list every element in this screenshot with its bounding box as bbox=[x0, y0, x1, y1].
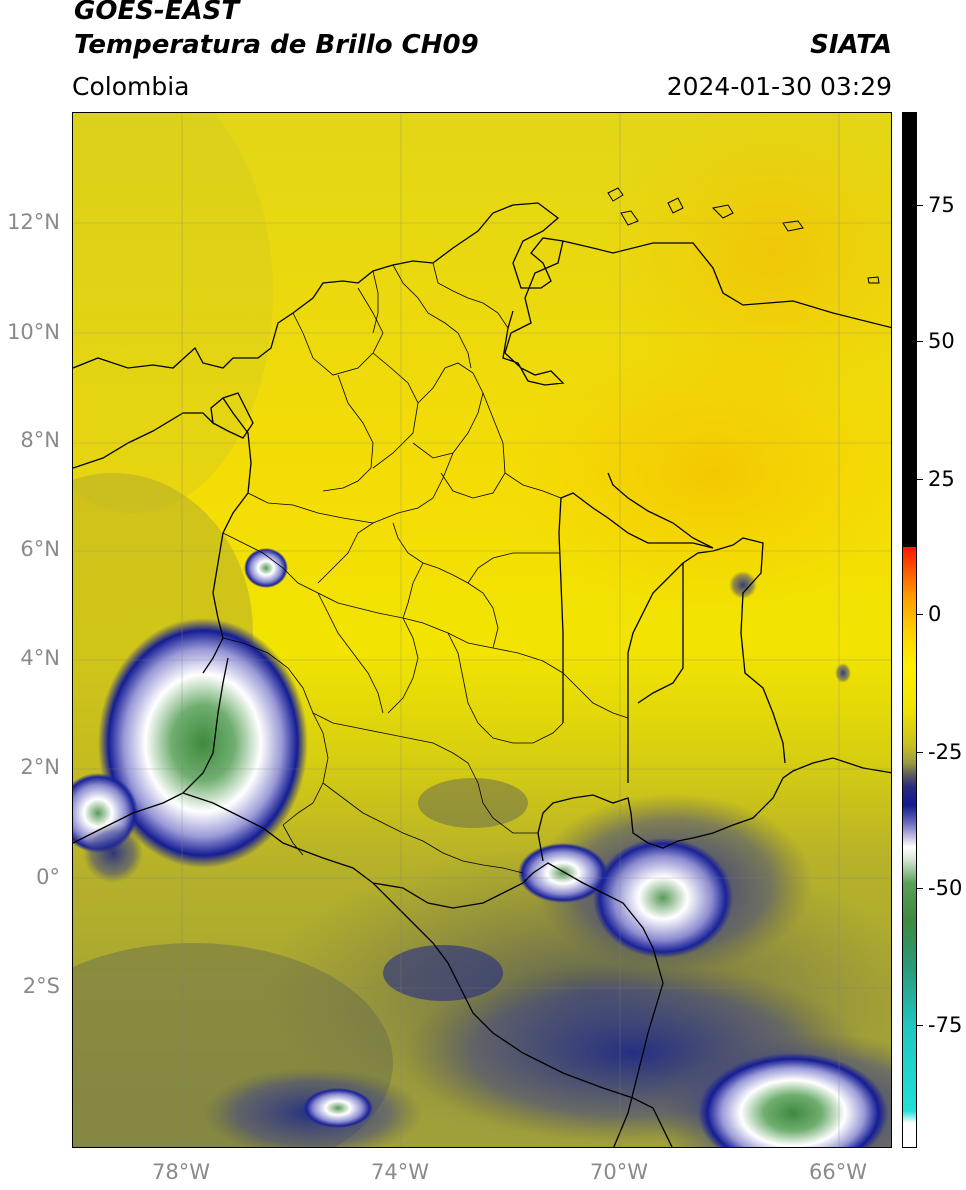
datetime-label: 2024-01-30 03:29 bbox=[666, 72, 892, 101]
lon-label-74w: 74°W bbox=[371, 1160, 429, 1184]
lon-label-78w: 78°W bbox=[152, 1160, 210, 1184]
colorbar-label-0: 0 bbox=[928, 602, 942, 626]
colorbar-label-neg50: -50 bbox=[928, 876, 963, 900]
lat-label-2s: 2°S bbox=[22, 974, 60, 998]
lat-label-6n: 6°N bbox=[20, 537, 60, 561]
colorbar-label-50: 50 bbox=[928, 329, 955, 353]
lat-label-12n: 12°N bbox=[7, 210, 60, 234]
product-title: Temperatura de Brillo CH09 bbox=[74, 30, 479, 60]
lon-label-66w: 66°W bbox=[809, 1160, 867, 1184]
brightness-temperature-field bbox=[73, 113, 891, 1147]
satellite-title: GOES-EAST bbox=[74, 0, 240, 26]
region-label: Colombia bbox=[72, 72, 190, 101]
department-borders bbox=[222, 262, 629, 874]
colorbar-tick-75 bbox=[917, 205, 923, 206]
colorbar-label-neg75: -75 bbox=[928, 1013, 963, 1037]
colorbar-black-band bbox=[903, 113, 916, 548]
agency-label: SIATA bbox=[810, 30, 892, 60]
colorbar-tick-50 bbox=[917, 341, 923, 342]
colorbar-tick-0 bbox=[917, 614, 923, 615]
lat-label-4n: 4°N bbox=[20, 646, 60, 670]
lon-label-70w: 70°W bbox=[590, 1160, 648, 1184]
temperature-colorbar bbox=[902, 112, 917, 1148]
colorbar-tick-neg75 bbox=[917, 1025, 923, 1026]
colorbar-label-neg25: -25 bbox=[928, 740, 963, 764]
lat-label-10n: 10°N bbox=[7, 320, 60, 344]
lat-label-0: 0° bbox=[36, 865, 60, 889]
lat-label-8n: 8°N bbox=[20, 428, 60, 452]
lat-label-2n: 2°N bbox=[20, 755, 60, 779]
colorbar-tick-neg25 bbox=[917, 752, 923, 753]
colorbar-gradient bbox=[903, 547, 916, 1147]
colorbar-label-25: 25 bbox=[928, 467, 955, 491]
colorbar-tick-neg50 bbox=[917, 888, 923, 889]
colorbar-label-75: 75 bbox=[928, 193, 955, 217]
gridlines bbox=[73, 113, 891, 1147]
colorbar-tick-25 bbox=[917, 479, 923, 480]
satellite-map bbox=[72, 112, 892, 1148]
islands bbox=[607, 187, 880, 284]
